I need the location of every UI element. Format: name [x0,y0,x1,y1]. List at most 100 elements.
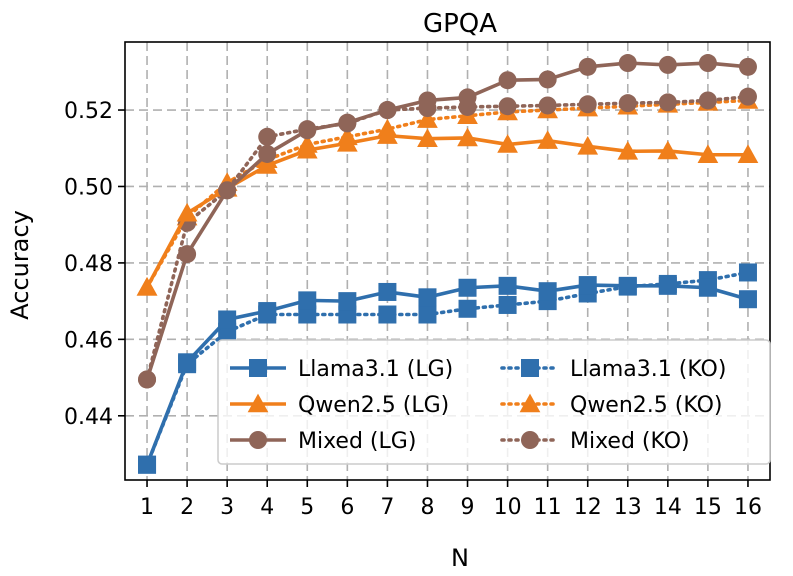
data-point [258,302,277,321]
data-point [258,127,277,146]
x-tick-label: 6 [340,495,354,520]
data-point [538,282,557,301]
legend-label: Mixed (LG) [298,429,416,454]
data-point [617,140,639,160]
data-point [138,455,157,474]
legend-marker [519,393,541,413]
data-point [418,288,437,307]
data-point [136,277,158,296]
data-point [618,276,637,295]
x-tick-label: 14 [654,495,682,520]
plot-frame [124,41,771,481]
legend-item: Llama3.1 (LG) [230,357,453,382]
y-tick-label: 0.50 [64,175,113,200]
data-point [618,54,637,73]
series-line [145,61,749,381]
y-tick-label: 0.44 [64,405,113,430]
data-point [256,155,278,174]
data-point [178,245,197,264]
series-llama3-1-lg [138,276,757,474]
data-point [138,370,157,389]
data-point [218,310,237,329]
x-tick-label: 13 [614,495,642,520]
legend-label: Qwen2.5 (LG) [298,393,449,418]
data-point [498,276,517,295]
data-point [176,202,198,222]
data-point [298,291,317,310]
series-line [145,283,749,466]
series-mixed-lg [138,54,757,389]
data-point [298,305,317,324]
data-point [497,134,518,153]
data-point [458,88,477,107]
legend: Llama3.1 (LG) Llama3.1 (KO) Qwen2.5 (LG) Qw… [217,339,771,465]
data-point [738,290,757,309]
x-tick-label: 7 [380,495,394,520]
data-point [377,125,398,144]
series-qwen2-5-lg [136,125,759,296]
data-point [698,91,717,110]
data-point [418,305,437,324]
data-point [697,144,719,164]
legend-box [217,339,771,465]
data-point [618,94,637,113]
data-point [498,295,517,314]
data-point [577,135,599,155]
legend-marker [249,431,267,449]
x-tick-label: 3 [220,495,234,520]
data-point [698,278,717,297]
data-point [658,93,677,112]
legend-marker [247,393,269,413]
data-point [338,113,357,132]
legend-marker [249,359,267,377]
x-tick-label: 11 [534,495,562,520]
data-point [417,109,438,128]
legend-label: Llama3.1 (KO) [570,357,726,382]
axes: 1 2 3 4 5 6 7 8 9 10 11 12 13 14 15 160.440.460.480.500… [64,99,762,520]
y-tick-label: 0.52 [64,99,113,124]
data-point [336,132,358,152]
chart-title: GPQA [423,9,497,39]
x-axis-label: N [451,544,469,572]
data-point [578,95,597,114]
data-point [538,96,557,115]
data-point [458,299,477,318]
data-point [538,70,557,89]
legend-marker [521,431,539,449]
data-point [738,263,757,282]
y-tick-label: 0.46 [64,328,113,353]
data-point [378,305,397,324]
data-point [578,57,597,76]
legend-label: Mixed (KO) [570,429,690,454]
data-point [458,278,477,297]
x-tick-label: 10 [494,495,522,520]
series-line [145,98,750,290]
data-point [737,144,759,164]
data-point [378,282,397,301]
x-tick-label: 9 [461,495,475,520]
data-point [578,276,597,295]
data-point [498,71,517,90]
x-tick-label: 5 [300,495,314,520]
data-point [658,55,677,74]
legend-item: Qwen2.5 (KO) [500,393,722,418]
legend-item: Llama3.1 (KO) [500,357,726,382]
y-tick-label: 0.48 [64,252,113,277]
data-point [738,57,757,76]
y-axis-label: Accuracy [6,210,34,320]
data-point [537,130,559,149]
data-point [417,128,438,147]
x-tick-label: 4 [260,495,274,520]
legend-label: Llama3.1 (LG) [298,357,453,382]
legend-label: Qwen2.5 (KO) [570,393,722,418]
legend-item: Mixed (LG) [230,429,416,454]
x-tick-label: 2 [180,495,194,520]
x-tick-label: 1 [140,495,154,520]
data-point [418,91,437,110]
x-tick-label: 8 [420,495,434,520]
data-point [218,181,237,200]
data-point [698,54,717,73]
data-point [457,127,478,147]
data-point [738,87,757,106]
